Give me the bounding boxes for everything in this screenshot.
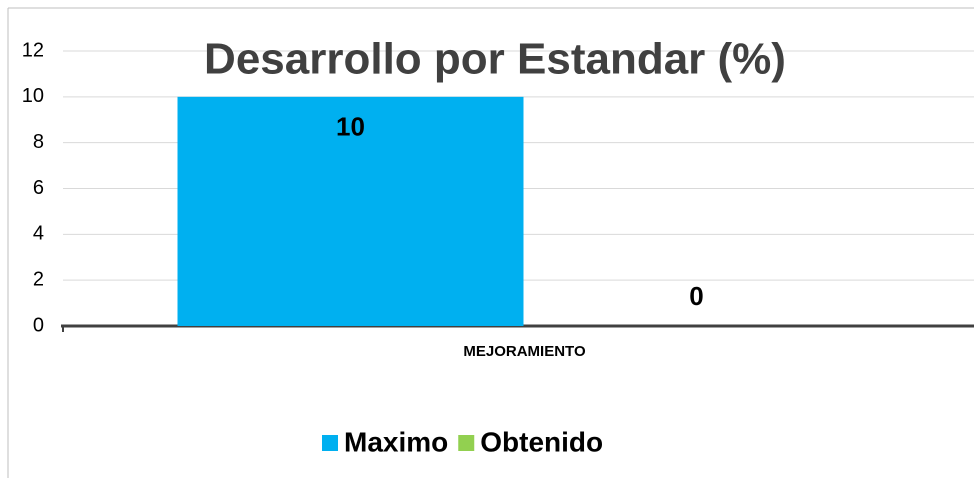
bar [177,96,524,326]
y-tick-label: 8 [33,131,44,153]
legend-label: Maximo [344,426,448,457]
y-tick-label: 0 [33,314,44,336]
x-tick-label: MEJORAMIENTO [463,343,586,360]
legend-swatch [458,435,475,451]
data-label: 10 [336,112,365,142]
y-tick-label: 6 [33,177,44,199]
legend-label: Obtenido [480,426,603,457]
y-tick-label: 2 [33,268,44,290]
y-tick-label: 12 [22,39,44,61]
legend-swatch [322,435,338,451]
y-tick-label: 10 [22,85,44,107]
chart-title: Desarrollo por Estandar (%) [204,35,786,84]
data-label: 0 [689,281,703,311]
y-tick-label: 4 [33,223,44,245]
